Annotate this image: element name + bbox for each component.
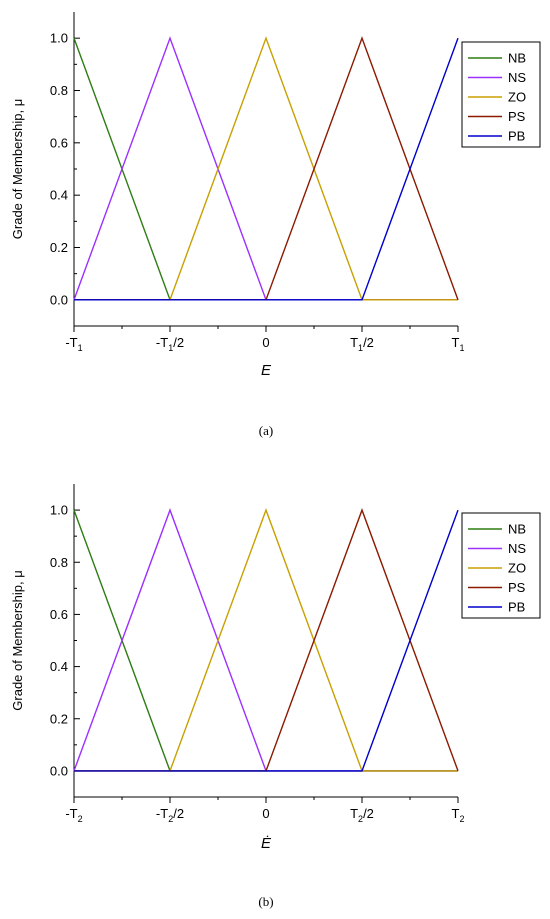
- y-tick-label: 1.0: [50, 503, 68, 518]
- legend-label-nb: NB: [508, 522, 526, 537]
- x-tick-label: T1/2: [350, 335, 374, 353]
- panel-caption: (a): [259, 423, 273, 438]
- series-nb-line: [73, 509, 458, 772]
- series-ns-line: [73, 36, 458, 301]
- legend-label-ns: NS: [508, 70, 526, 85]
- panel-caption: (b): [258, 894, 273, 909]
- chart-panel-a: 0.0 0.2 0.4 0.6 0.8 1.0 -T1 -T1/2 0 T1/2 T1 Grade o…: [10, 12, 541, 438]
- y-tick-label: 0.6: [50, 135, 68, 150]
- y-tick-label: 0.0: [50, 763, 68, 778]
- series-nb-line: [73, 37, 458, 301]
- legend-box: [461, 512, 541, 619]
- x-tick-label: -T1/2: [156, 335, 184, 353]
- x-tick-label: T1: [452, 335, 465, 353]
- legend-label-nb: NB: [508, 51, 526, 66]
- x-tick-label: T2: [452, 806, 465, 824]
- legend-label-zo: ZO: [508, 90, 526, 105]
- series-ps-line: [74, 36, 459, 301]
- y-tick-label: 0.6: [50, 607, 68, 622]
- y-tick-label: 0.2: [50, 711, 68, 726]
- legend-label-ps: PS: [508, 580, 526, 595]
- series-pb-line: [74, 37, 459, 301]
- x-tick-label: -T2/2: [156, 806, 184, 824]
- y-tick-label: 0.4: [50, 188, 68, 203]
- x-tick-label: 0: [262, 335, 269, 350]
- y-tick-label: 0.8: [50, 83, 68, 98]
- x-tick-label: -T1: [65, 335, 82, 353]
- y-tick-label: 1.0: [50, 31, 68, 46]
- y-tick-label: 0.0: [50, 292, 68, 307]
- x-tick-label: -T2: [65, 806, 82, 824]
- series-zo-line: [74, 36, 458, 301]
- y-tick-label: 0.4: [50, 659, 68, 674]
- x-axis-label: Ė: [261, 835, 272, 852]
- series-ps-line: [74, 508, 459, 772]
- legend-label-pb: PB: [508, 600, 525, 615]
- y-tick-label: 0.8: [50, 555, 68, 570]
- y-axis-label: Grade of Membership, μ: [10, 99, 25, 239]
- legend-label-ps: PS: [508, 109, 526, 124]
- series-zo-line: [74, 508, 458, 772]
- x-tick-label: 0: [262, 806, 269, 821]
- x-axis-label: E: [261, 362, 272, 379]
- legend-label-ns: NS: [508, 541, 526, 556]
- series-ns-line: [73, 508, 458, 772]
- legend-box: [461, 41, 541, 148]
- x-tick-label: T2/2: [350, 806, 374, 824]
- chart-panel-b: 0.0 0.2 0.4 0.6 0.8 1.0 -T2 -T2/2 0 T2/2 T2 Grade o…: [10, 484, 541, 909]
- legend: NB NS ZO PS PB: [461, 512, 541, 619]
- legend: NB NS ZO PS PB: [461, 41, 541, 148]
- y-axis-label: Grade of Membership, μ: [10, 570, 25, 710]
- legend-label-zo: ZO: [508, 561, 526, 576]
- y-tick-label: 0.2: [50, 240, 68, 255]
- series-pb-line: [74, 509, 459, 772]
- legend-label-pb: PB: [508, 129, 525, 144]
